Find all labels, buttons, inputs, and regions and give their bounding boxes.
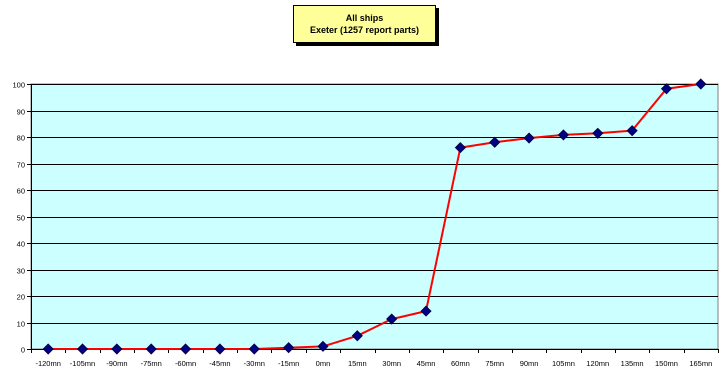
data-point [557, 129, 569, 141]
data-point [111, 343, 123, 355]
data-point [317, 340, 329, 352]
x-tick-label: 165mn [689, 359, 712, 368]
y-tick-label: 20 [17, 293, 25, 302]
data-point [592, 127, 604, 139]
data-point [523, 132, 535, 144]
x-tick-label: 30mn [382, 359, 401, 368]
x-tick-label: 105mn [552, 359, 575, 368]
y-tick-label: 30 [17, 267, 25, 276]
data-point [695, 78, 707, 90]
x-tick-label: 135mn [621, 359, 644, 368]
x-tick-label: 45mn [417, 359, 436, 368]
x-tick-label: 15mn [348, 359, 367, 368]
data-point [76, 343, 89, 355]
x-tick-label: 75mn [485, 359, 504, 368]
x-tick-label: -90mn [106, 359, 127, 368]
y-tick-label: 80 [17, 134, 25, 143]
y-tick-label: 70 [17, 161, 25, 170]
x-tick-label: -120mn [35, 359, 60, 368]
y-tick-label: 50 [17, 214, 25, 223]
x-tick-label: -30mn [244, 359, 265, 368]
x-tick-label: -15mn [278, 359, 299, 368]
data-point [489, 136, 501, 148]
x-tick-label: -60mn [175, 359, 196, 368]
data-point [42, 343, 54, 355]
data-point [283, 342, 295, 354]
x-tick-label: -105mn [70, 359, 95, 368]
data-point [351, 330, 363, 342]
x-tick-label: 0mn [316, 359, 331, 368]
chart-title-box: All ships Exeter (1257 report parts) [293, 5, 436, 43]
data-point [145, 343, 157, 355]
data-point [214, 343, 226, 355]
data-point [454, 142, 466, 154]
x-tick-label: 60mn [451, 359, 470, 368]
plot-area [30, 83, 719, 350]
data-point [248, 343, 260, 355]
x-tick-label: -45mn [209, 359, 230, 368]
x-tick-label: -75mn [141, 359, 162, 368]
chart-subtitle: Exeter (1257 report parts) [309, 25, 420, 35]
x-tick-label: 120mn [586, 359, 609, 368]
x-tick-label: 90mn [520, 359, 539, 368]
x-tick-label: 150mn [655, 359, 678, 368]
data-point [660, 83, 673, 95]
data-point [420, 305, 432, 317]
data-point [626, 125, 638, 137]
y-tick-label: 100 [12, 81, 25, 90]
chart-title: All ships [345, 13, 384, 23]
data-point [180, 343, 192, 355]
y-tick-label: 40 [17, 240, 25, 249]
y-tick-label: 0 [21, 346, 25, 355]
y-tick-label: 10 [17, 320, 25, 329]
y-tick-label: 90 [17, 108, 25, 117]
series-line [48, 83, 701, 350]
y-tick-label: 60 [17, 187, 25, 196]
data-point [386, 313, 398, 325]
